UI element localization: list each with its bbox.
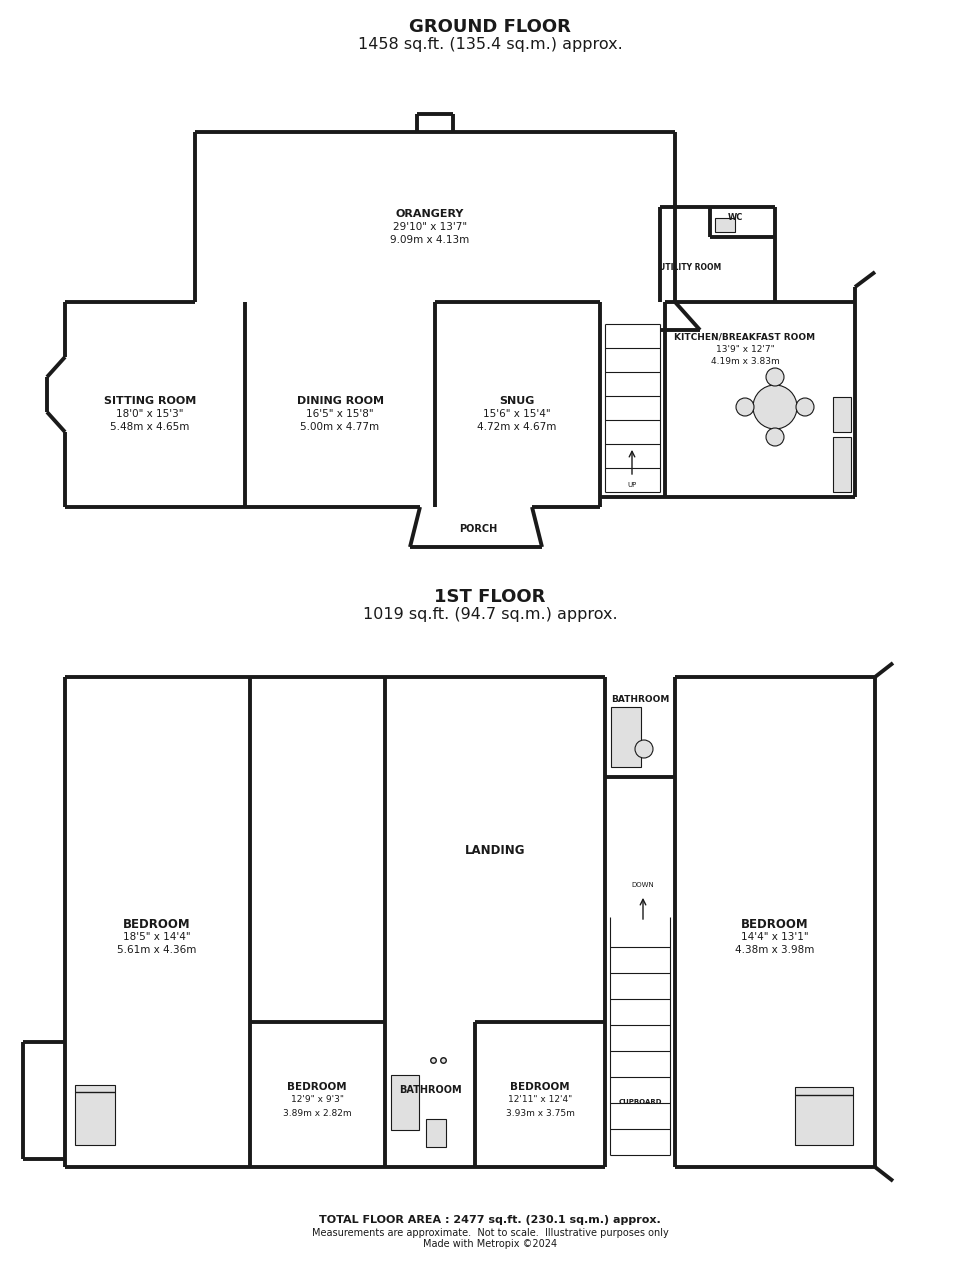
Text: PORCH: PORCH — [459, 524, 497, 534]
Bar — [391, 1075, 419, 1130]
Text: GROUND FLOOR: GROUND FLOOR — [409, 18, 571, 36]
Text: LANDING: LANDING — [465, 844, 525, 857]
Text: 12'9" x 9'3": 12'9" x 9'3" — [290, 1096, 344, 1105]
Text: 5.48m x 4.65m: 5.48m x 4.65m — [111, 421, 190, 432]
Bar — [715, 218, 735, 232]
Circle shape — [766, 368, 784, 386]
Text: 18'0" x 15'3": 18'0" x 15'3" — [117, 409, 184, 419]
Bar — [426, 1119, 446, 1147]
Text: 4.19m x 3.83m: 4.19m x 3.83m — [710, 358, 779, 366]
Text: KITCHEN/BREAKFAST ROOM: KITCHEN/BREAKFAST ROOM — [674, 332, 815, 341]
Text: DINING ROOM: DINING ROOM — [297, 396, 383, 406]
Text: SNUG: SNUG — [500, 396, 535, 406]
Text: Made with Metropix ©2024: Made with Metropix ©2024 — [423, 1239, 557, 1249]
Text: CUPBOARD: CUPBOARD — [618, 1099, 662, 1105]
Text: BEDROOM: BEDROOM — [287, 1082, 347, 1092]
Text: Measurements are approximate.  Not to scale.  Illustrative purposes only: Measurements are approximate. Not to sca… — [312, 1228, 668, 1237]
Text: 4.72m x 4.67m: 4.72m x 4.67m — [477, 421, 557, 432]
Text: 3.93m x 3.75m: 3.93m x 3.75m — [506, 1108, 574, 1117]
Text: 1ST FLOOR: 1ST FLOOR — [434, 587, 546, 607]
Text: 5.00m x 4.77m: 5.00m x 4.77m — [301, 421, 379, 432]
Text: 15'6" x 15'4": 15'6" x 15'4" — [483, 409, 551, 419]
Text: 16'5" x 15'8": 16'5" x 15'8" — [306, 409, 373, 419]
Text: BEDROOM: BEDROOM — [511, 1082, 569, 1092]
Bar — [833, 397, 851, 432]
Text: 1458 sq.ft. (135.4 sq.m.) approx.: 1458 sq.ft. (135.4 sq.m.) approx. — [358, 37, 622, 51]
Text: BEDROOM: BEDROOM — [123, 917, 191, 931]
Bar — [611, 707, 641, 767]
Text: BATHROOM: BATHROOM — [611, 695, 669, 704]
Bar — [833, 437, 851, 492]
Text: 9.09m x 4.13m: 9.09m x 4.13m — [390, 235, 469, 245]
Text: 3.89m x 2.82m: 3.89m x 2.82m — [282, 1108, 351, 1117]
Text: 4.38m x 3.98m: 4.38m x 3.98m — [735, 945, 814, 955]
Text: UP: UP — [627, 481, 637, 488]
Circle shape — [753, 384, 797, 429]
Text: SITTING ROOM: SITTING ROOM — [104, 396, 196, 406]
Text: BEDROOM: BEDROOM — [741, 917, 808, 931]
Bar — [75, 1085, 115, 1145]
Text: UTILITY ROOM: UTILITY ROOM — [659, 263, 721, 272]
Text: ORANGERY: ORANGERY — [396, 209, 465, 218]
Text: 13'9" x 12'7": 13'9" x 12'7" — [715, 346, 774, 355]
Text: 14'4" x 13'1": 14'4" x 13'1" — [741, 932, 808, 942]
Circle shape — [766, 428, 784, 446]
Circle shape — [736, 398, 754, 416]
Circle shape — [635, 739, 653, 759]
Text: 12'11" x 12'4": 12'11" x 12'4" — [508, 1096, 572, 1105]
Text: 5.61m x 4.36m: 5.61m x 4.36m — [118, 945, 197, 955]
Text: DOWN: DOWN — [632, 882, 655, 888]
Text: TOTAL FLOOR AREA : 2477 sq.ft. (230.1 sq.m.) approx.: TOTAL FLOOR AREA : 2477 sq.ft. (230.1 sq… — [319, 1214, 661, 1225]
Text: WC: WC — [727, 212, 743, 221]
Bar — [795, 1087, 853, 1145]
Text: BATHROOM: BATHROOM — [399, 1085, 462, 1094]
Circle shape — [796, 398, 814, 416]
Text: 29'10" x 13'7": 29'10" x 13'7" — [393, 222, 467, 232]
Text: 1019 sq.ft. (94.7 sq.m.) approx.: 1019 sq.ft. (94.7 sq.m.) approx. — [363, 607, 617, 622]
Text: 18'5" x 14'4": 18'5" x 14'4" — [123, 932, 191, 942]
